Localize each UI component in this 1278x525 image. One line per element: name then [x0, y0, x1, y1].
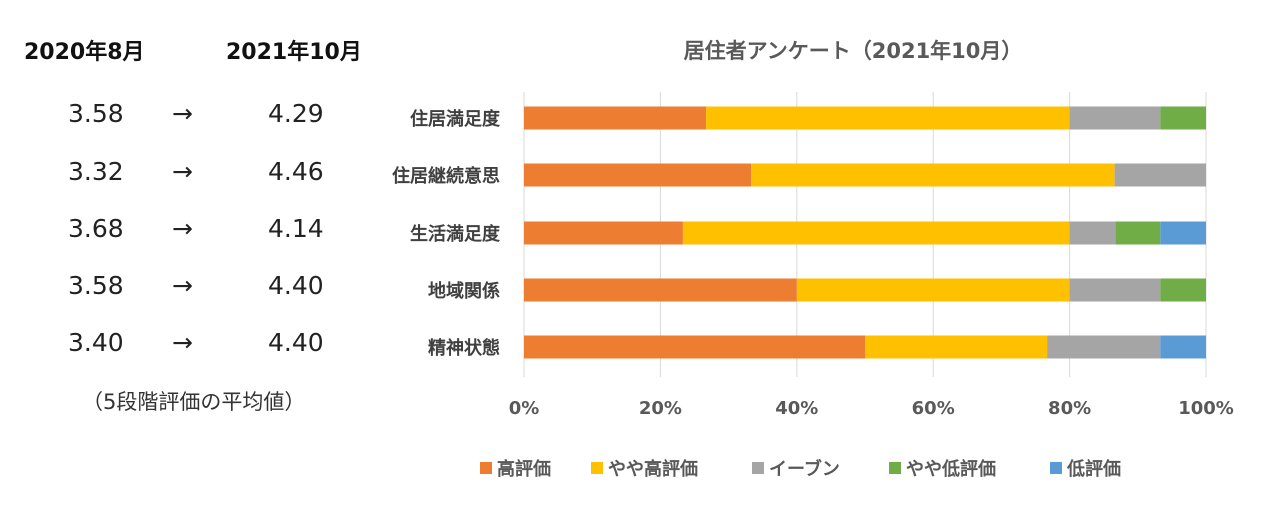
score-before: 3.68 [68, 214, 124, 243]
category-label: 生活満足度 [410, 223, 501, 245]
arrow-icon: → [172, 157, 193, 186]
bar-segment [524, 163, 752, 187]
score-after: 4.40 [268, 271, 324, 300]
x-tick-label: 40% [775, 398, 818, 419]
note-text: （5段階評価の平均値） [82, 390, 306, 414]
legend-label: 高評価 [497, 458, 551, 480]
legend-label: やや低評価 [906, 458, 996, 480]
x-tick-label: 100% [1178, 398, 1234, 419]
bar-segment [682, 221, 1070, 245]
legend-swatch [480, 462, 492, 474]
bar-segment [524, 335, 865, 359]
x-tick-label: 0% [509, 398, 540, 419]
legend-label: イーブン [769, 458, 840, 480]
legend-swatch [752, 462, 764, 474]
comparison-row: 3.58 → 4.40 [0, 271, 360, 311]
bar-segment [524, 278, 797, 302]
comparison-row: 3.58 → 4.29 [0, 99, 360, 139]
x-tick-label: 60% [912, 398, 955, 419]
category-label: 住居満足度 [410, 108, 501, 130]
bar-segment [1069, 221, 1116, 245]
score-after: 4.46 [268, 157, 324, 186]
bar-segment [1047, 335, 1161, 359]
bar-segment [1115, 221, 1161, 245]
x-tick-label: 20% [639, 398, 682, 419]
score-before: 3.32 [68, 157, 124, 186]
bar-segment [1114, 163, 1206, 187]
legend-swatch [591, 462, 603, 474]
comparison-row: 3.40 → 4.40 [0, 328, 360, 368]
category-label: 精神状態 [428, 337, 500, 359]
bar-segment [706, 106, 1070, 130]
bar-segment [865, 335, 1048, 359]
arrow-icon: → [172, 271, 193, 300]
legend-label: やや高評価 [608, 458, 698, 480]
bar-segment [1160, 278, 1206, 302]
x-tick-label: 80% [1048, 398, 1091, 419]
header-before: 2020年8月 [24, 40, 145, 65]
bar-segment [1160, 335, 1206, 359]
bar-segment [1069, 278, 1161, 302]
legend-swatch [1050, 462, 1062, 474]
bar-segment [1160, 221, 1206, 245]
arrow-icon: → [172, 328, 193, 357]
category-label: 住居継続意思 [392, 165, 500, 187]
header-after: 2021年10月 [226, 40, 362, 65]
bar-segment [796, 278, 1070, 302]
bar-segment [1069, 106, 1161, 130]
chart-title: 居住者アンケート（2021年10月） [684, 39, 1023, 63]
legend-label: 低評価 [1066, 458, 1121, 480]
bar-segment [1160, 106, 1206, 130]
score-after: 4.14 [268, 214, 324, 243]
comparison-row: 3.32 → 4.46 [0, 157, 360, 197]
bar-segment [751, 163, 1115, 187]
score-before: 3.40 [68, 328, 124, 357]
bar-segment [524, 221, 683, 245]
arrow-icon: → [172, 214, 193, 243]
category-label: 地域関係 [428, 280, 500, 302]
score-before: 3.58 [68, 99, 124, 128]
comparison-row: 3.68 → 4.14 [0, 214, 360, 254]
bar-segment [524, 106, 707, 130]
score-before: 3.58 [68, 271, 124, 300]
legend-swatch [889, 462, 901, 474]
score-after: 4.40 [268, 328, 324, 357]
arrow-icon: → [172, 99, 193, 128]
score-after: 4.29 [268, 99, 324, 128]
